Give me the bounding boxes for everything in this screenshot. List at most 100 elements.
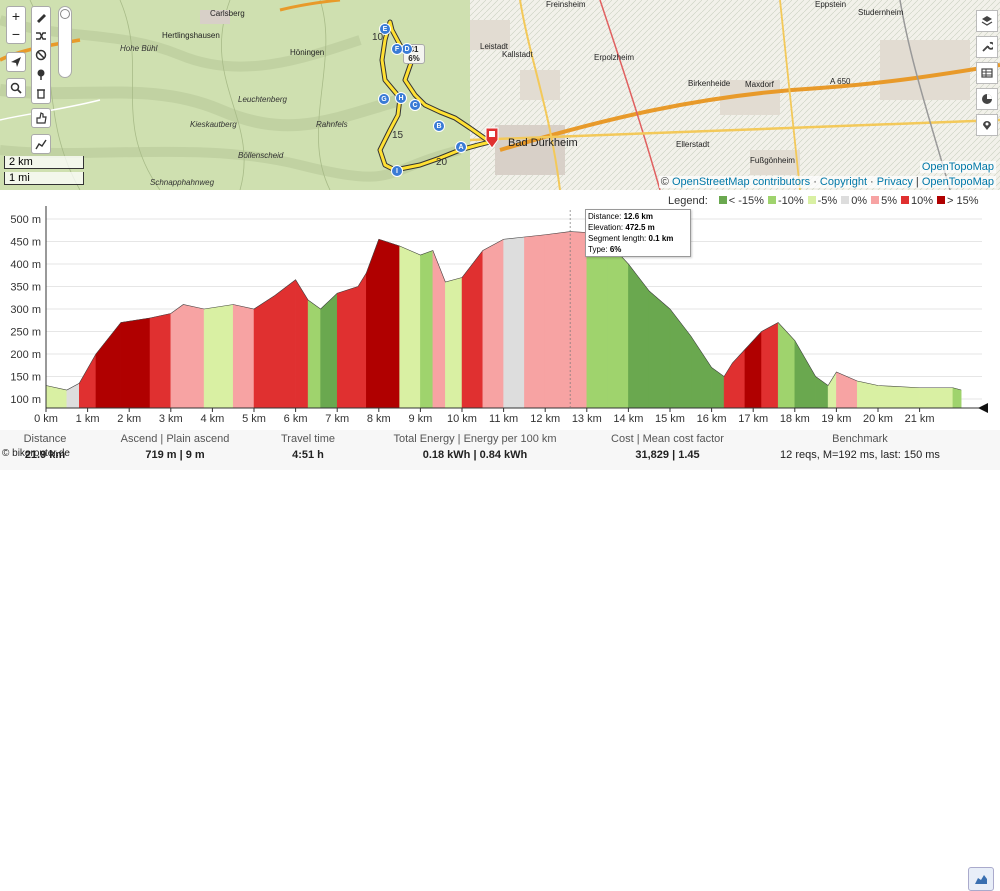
map-place-label: Birkenheide	[688, 79, 731, 88]
elevation-segment	[761, 322, 779, 409]
elevation-segment	[952, 387, 962, 409]
elevation-segment	[95, 321, 122, 409]
no-go-icon[interactable]	[35, 49, 47, 61]
legend-swatch	[767, 196, 776, 204]
pois-button[interactable]	[976, 114, 998, 136]
map-place-label: Erpolzheim	[594, 53, 635, 62]
chart-line-icon	[35, 139, 47, 150]
pie-chart-icon	[982, 94, 992, 104]
y-tick-label: 100 m	[10, 394, 41, 406]
km-marker: 10	[372, 32, 384, 43]
stat-energy: Total Energy | Energy per 100 km 0.18 kW…	[393, 433, 557, 461]
map-place-label: Schnapphahnweg	[150, 178, 215, 187]
trash-icon[interactable]	[35, 87, 47, 99]
x-tick-label: 1 km	[76, 413, 100, 425]
tiles-label: OpenTopoMap	[919, 161, 996, 173]
stats-button[interactable]	[976, 88, 998, 110]
route-marker-b[interactable]: B	[433, 120, 445, 132]
elevation-segment	[183, 304, 205, 409]
elevation-segment	[149, 313, 172, 409]
elevation-toggle-button[interactable]	[31, 134, 51, 154]
settings-button[interactable]	[976, 36, 998, 58]
attribution: © OpenStreetMap contributors · Copyright…	[658, 176, 996, 188]
x-tick-label: 9 km	[408, 413, 432, 425]
route-marker-a[interactable]: A	[455, 141, 467, 153]
legend-swatch	[901, 196, 909, 204]
legend-label: > 15%	[947, 195, 979, 207]
table-button[interactable]	[976, 62, 998, 84]
x-tick-label: 13 km	[572, 413, 602, 425]
opacity-slider[interactable]	[58, 6, 72, 78]
osm-link[interactable]: OpenStreetMap contributors	[671, 176, 811, 188]
locate-arrow-icon	[11, 57, 21, 67]
x-tick-label: 3 km	[159, 413, 183, 425]
stat-distance: Distance 21.9 km	[23, 433, 67, 461]
elevation-chart[interactable]: 100 m 150 m 200 m 250 m 300 m 350 m 400 m 450 m…	[0, 190, 1000, 430]
zoom-out-button[interactable]: −	[11, 26, 21, 42]
x-tick-label: 19 km	[821, 413, 851, 425]
layers-icon	[981, 16, 993, 26]
elevation-segment	[744, 330, 762, 409]
route-stats: Distance 21.9 km Ascend | Plain ascend 7…	[0, 430, 1000, 891]
elevation-segment	[628, 263, 650, 409]
thumbs-up-button[interactable]	[31, 108, 51, 128]
route-marker-h[interactable]: H	[395, 92, 407, 104]
elevation-segment	[336, 286, 359, 409]
locate-button[interactable]	[6, 52, 26, 72]
poi-icon[interactable]	[35, 68, 47, 81]
zoom-control: + −	[6, 6, 26, 44]
copyright-link[interactable]: Copyright	[819, 176, 867, 188]
y-tick-label: 350 m	[10, 282, 41, 294]
map-place-label: Leistadt	[480, 42, 509, 51]
zoom-in-button[interactable]: +	[11, 8, 21, 24]
opentopomap-link[interactable]: OpenTopoMap	[921, 176, 994, 188]
x-tick-label: 15 km	[655, 413, 685, 425]
elevation-segment	[586, 232, 608, 409]
elevation-line	[45, 231, 962, 391]
tooltip-segment: Segment length: 0.1 km	[588, 234, 674, 243]
route-marker-g[interactable]: G	[378, 93, 390, 105]
map-place-label: Höningen	[290, 48, 325, 57]
legend-label: 10%	[911, 195, 934, 207]
elevation-segment	[461, 249, 484, 409]
elevation-segment	[607, 240, 629, 409]
map-road-label: A 650	[830, 77, 851, 86]
elevation-segment	[445, 277, 463, 409]
search-button[interactable]	[6, 78, 26, 98]
elevation-segment	[295, 278, 309, 409]
route-marker-e[interactable]: E	[379, 23, 391, 35]
attribution-prefix: ©	[660, 176, 672, 188]
legend-item: 0%	[841, 195, 867, 207]
opacity-slider-handle[interactable]	[60, 9, 70, 19]
route-marker-c[interactable]: C	[409, 99, 421, 111]
elevation-segment	[203, 304, 234, 409]
elevation-segment	[482, 238, 504, 409]
legend-swatch	[871, 196, 880, 204]
tiles-link[interactable]: OpenTopoMap	[921, 161, 994, 173]
map-view[interactable]: Carlsberg Hertlingshausen Höningen Hohe …	[0, 0, 1000, 190]
legend-swatch	[841, 196, 850, 204]
elevation-segment	[827, 371, 837, 409]
elevation-chart-button[interactable]	[968, 867, 994, 891]
legend-label: -10%	[777, 195, 804, 207]
map-place-label: Leuchtenberg	[238, 95, 287, 104]
route-marker-f[interactable]: F	[391, 43, 403, 55]
elevation-segment	[569, 231, 588, 409]
y-tick-label: 400 m	[10, 259, 41, 271]
chart-tooltip: Distance: 12.6 km Elevation: 472.5 m Seg…	[585, 209, 691, 257]
elevation-segment	[420, 250, 434, 409]
elevation-segment	[232, 304, 255, 409]
legend-label: 0%	[851, 195, 868, 207]
layers-button[interactable]	[976, 10, 998, 32]
elevation-segment	[253, 295, 276, 409]
shuffle-icon[interactable]	[35, 30, 47, 42]
privacy-link[interactable]: Privacy	[876, 176, 913, 188]
elevation-segment	[320, 292, 338, 409]
stat-travel-time: Travel time 4:51 h	[281, 433, 335, 461]
route-marker-i[interactable]: I	[391, 165, 403, 177]
pencil-icon[interactable]	[35, 11, 47, 23]
legend-swatch	[718, 196, 727, 204]
elevation-segment	[732, 348, 746, 409]
legend-swatch	[807, 196, 816, 204]
km-marker: 20	[436, 157, 448, 168]
